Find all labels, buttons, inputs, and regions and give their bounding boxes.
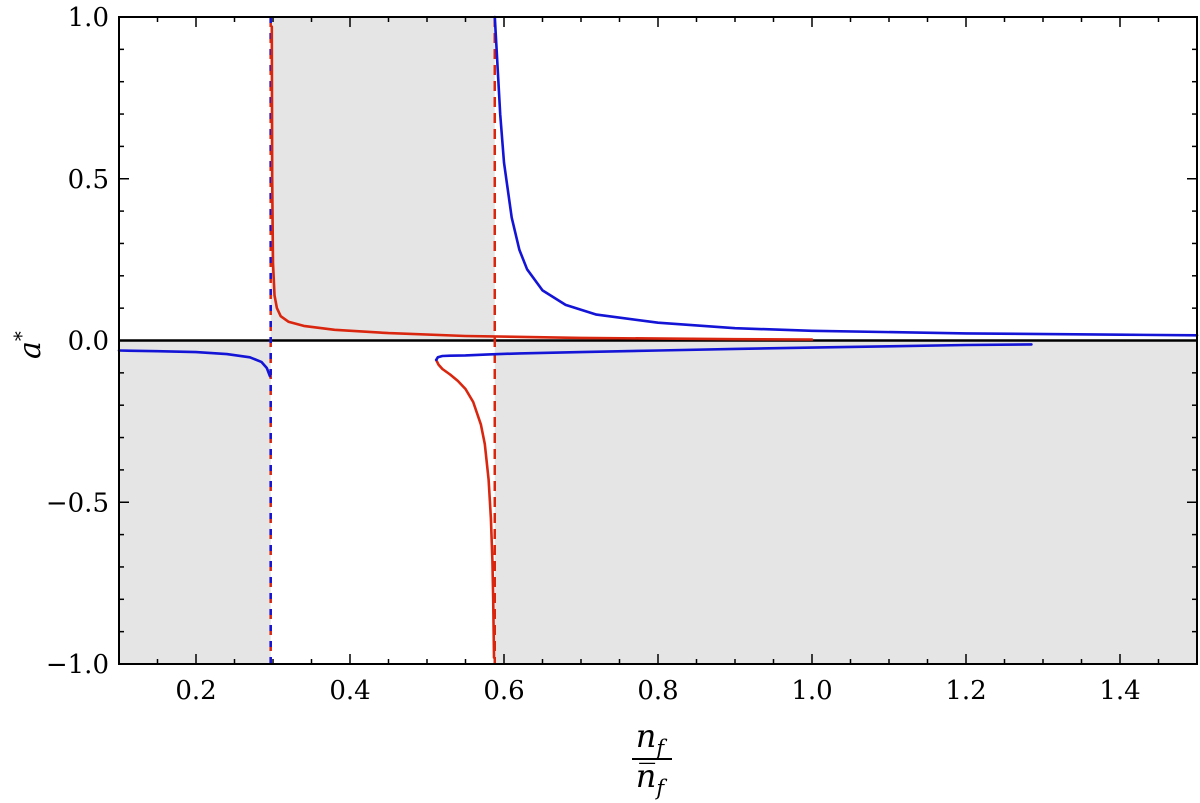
series-line-2 — [434, 358, 496, 659]
x-tick-label: 1.0 — [791, 676, 832, 706]
x-tick-label: 1.4 — [1099, 676, 1140, 706]
y-tick-label: 0.5 — [68, 165, 109, 195]
shaded-regions — [119, 17, 1197, 664]
series-line-4 — [493, 15, 1199, 337]
series-line-1 — [270, 25, 814, 341]
series-lines — [117, 15, 1199, 659]
y-tick-label: 0.0 — [68, 327, 109, 357]
series-line-0 — [117, 349, 272, 378]
y-axis-label-sup: * — [9, 331, 33, 341]
x-axis-label-numerator: nf — [636, 717, 668, 760]
shaded-region-1 — [270, 17, 495, 341]
y-axis-label-base: a — [13, 341, 48, 359]
x-tick-label: 0.4 — [329, 676, 370, 706]
y-axis-label: a* — [9, 331, 48, 359]
x-tick-label: 0.6 — [483, 676, 524, 706]
series-line-3 — [434, 343, 1033, 362]
reference-lines — [119, 17, 1197, 664]
x-tick-label: 0.2 — [175, 676, 216, 706]
x-tick-label: 0.8 — [637, 676, 678, 706]
shaded-region-0 — [119, 340, 271, 664]
axis-tick-labels: 0.2 0.4 0.6 0.8 1.0 1.2 1.4 −1.0 −0.5 0.0 0.5 1.0 — [46, 3, 1141, 706]
shaded-region-2 — [494, 340, 1197, 664]
x-axis-label: nf n̅f — [632, 717, 672, 800]
y-tick-label: −0.5 — [46, 488, 109, 518]
x-tick-label: 1.2 — [945, 676, 986, 706]
axis-ticks — [118, 16, 1198, 665]
y-tick-label: 1.0 — [68, 3, 109, 33]
y-tick-label: −1.0 — [46, 650, 109, 680]
x-axis-label-denominator: n̅f — [636, 757, 668, 800]
